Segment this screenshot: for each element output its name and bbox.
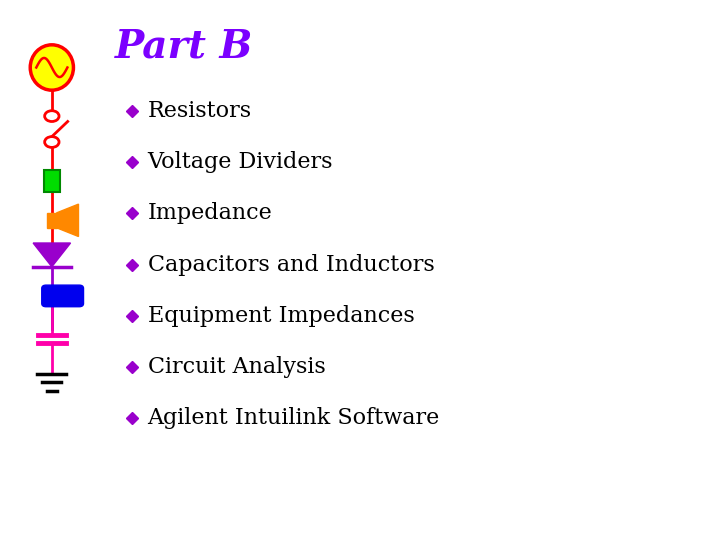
Polygon shape — [33, 243, 71, 267]
Text: Resistors: Resistors — [148, 100, 252, 122]
Bar — [47, 213, 57, 228]
Ellipse shape — [30, 45, 73, 90]
Text: Impedance: Impedance — [148, 202, 272, 224]
Text: Voltage Dividers: Voltage Dividers — [148, 151, 333, 173]
FancyBboxPatch shape — [42, 285, 84, 307]
Text: Capacitors and Inductors: Capacitors and Inductors — [148, 254, 434, 275]
Circle shape — [45, 137, 59, 147]
Text: Part B: Part B — [115, 27, 253, 65]
Text: Circuit Analysis: Circuit Analysis — [148, 356, 325, 378]
Polygon shape — [57, 204, 78, 237]
Bar — [44, 170, 60, 192]
Circle shape — [45, 111, 59, 122]
Text: Agilent Intuilink Software: Agilent Intuilink Software — [148, 408, 440, 429]
Text: Equipment Impedances: Equipment Impedances — [148, 305, 414, 327]
